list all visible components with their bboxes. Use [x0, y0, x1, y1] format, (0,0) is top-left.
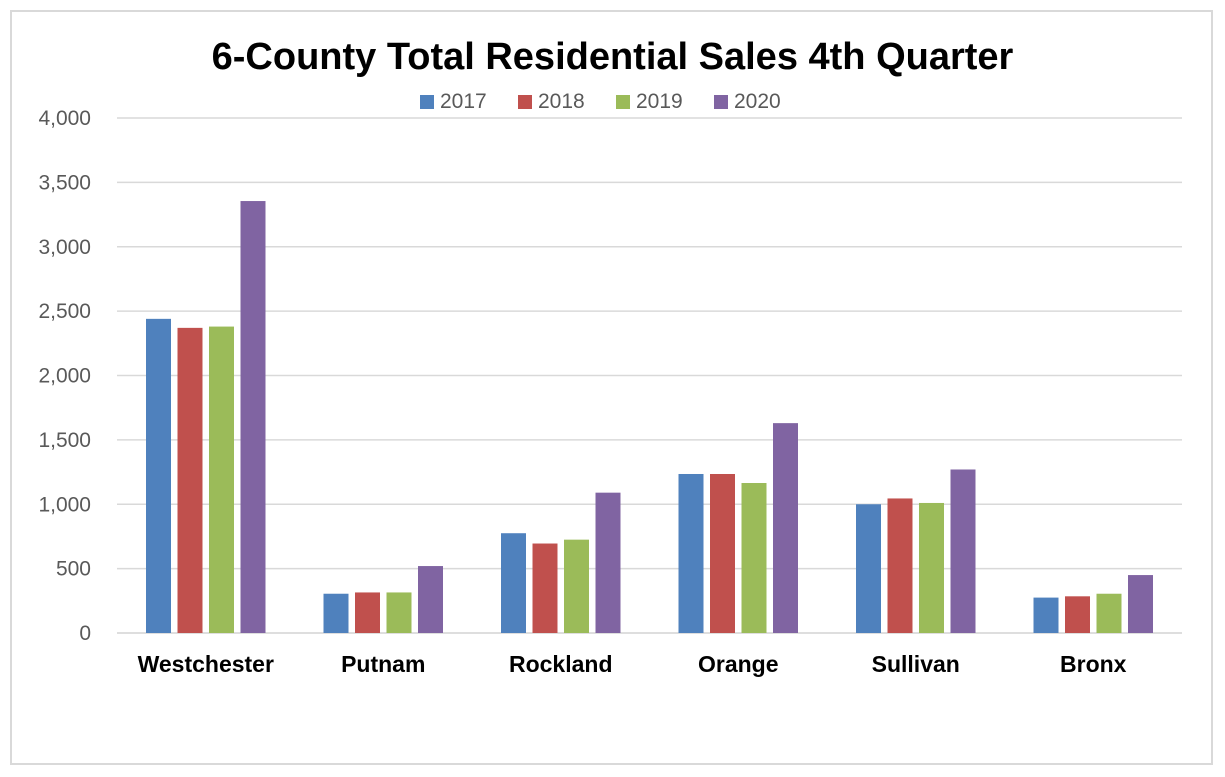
gridlines — [117, 117, 1182, 634]
bar — [1065, 596, 1090, 633]
y-tick-label: 3,000 — [38, 236, 91, 259]
bar — [323, 593, 349, 633]
legend-swatch — [518, 95, 532, 109]
y-axis-ticks: 0 500 1,000 1,500 2,000 2,500 3,000 3,500 4,000 — [38, 107, 91, 645]
bar — [1128, 575, 1153, 633]
y-tick-label: 1,000 — [38, 493, 91, 516]
category-label: Orange — [698, 651, 779, 677]
legend-swatch — [420, 95, 434, 109]
bar — [1096, 593, 1122, 633]
bar — [146, 318, 171, 633]
y-tick-label: 2,500 — [38, 300, 91, 323]
x-axis-labels: Westchester Putnam Rockland Orange Sullivan B… — [138, 651, 1127, 677]
legend-label: 2019 — [636, 90, 683, 113]
bar — [678, 473, 704, 633]
legend: 2017 2018 2019 2020 — [420, 90, 781, 113]
bar — [919, 502, 944, 633]
bar — [209, 326, 234, 633]
bar — [386, 592, 412, 633]
legend-label: 2017 — [440, 90, 487, 113]
bar — [950, 469, 976, 633]
bar — [595, 492, 621, 633]
y-tick-label: 1,500 — [38, 429, 91, 452]
y-tick-label: 2,000 — [38, 365, 91, 388]
bar — [532, 543, 558, 633]
y-tick-label: 4,000 — [38, 107, 91, 130]
legend-swatch — [616, 95, 630, 109]
bar — [710, 473, 735, 633]
chart-title: 6-County Total Residential Sales 4th Qua… — [211, 36, 1014, 78]
bars — [146, 201, 1153, 633]
y-tick-label: 3,500 — [38, 171, 91, 194]
y-tick-label: 500 — [56, 558, 91, 581]
bar — [240, 201, 266, 633]
bar — [355, 592, 380, 633]
bar — [887, 498, 913, 633]
legend-swatch — [714, 95, 728, 109]
bar — [773, 423, 798, 633]
legend-label: 2020 — [734, 90, 781, 113]
bar — [418, 566, 443, 633]
category-label: Westchester — [138, 651, 274, 677]
category-label: Sullivan — [872, 651, 960, 677]
bar — [501, 533, 526, 633]
bar — [741, 483, 767, 633]
bar — [856, 504, 881, 633]
category-label: Putnam — [341, 651, 425, 677]
legend-label: 2018 — [538, 90, 585, 113]
category-label: Bronx — [1060, 651, 1127, 677]
category-label: Rockland — [509, 651, 613, 677]
bar — [177, 327, 203, 633]
bar — [564, 539, 589, 633]
bar — [1033, 597, 1059, 633]
y-tick-label: 0 — [79, 622, 91, 645]
